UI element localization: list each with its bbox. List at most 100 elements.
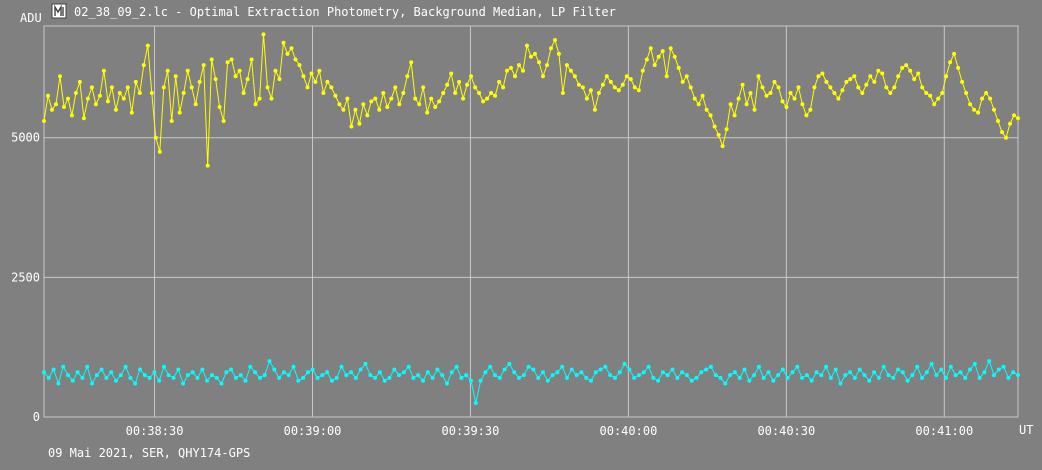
data-point	[568, 68, 573, 73]
data-point	[512, 370, 517, 375]
data-point	[640, 68, 645, 73]
data-point	[310, 367, 315, 372]
data-point	[572, 74, 577, 79]
data-point	[848, 77, 853, 82]
data-point	[181, 91, 186, 95]
data-point	[229, 367, 234, 372]
data-point	[51, 367, 56, 372]
data-point	[864, 82, 869, 87]
data-point	[972, 361, 977, 366]
data-point	[541, 370, 545, 375]
data-point	[441, 91, 446, 95]
data-point	[137, 91, 142, 95]
data-point	[297, 63, 302, 68]
data-point	[289, 46, 294, 51]
data-point	[569, 367, 574, 372]
data-point	[637, 373, 641, 378]
data-point	[267, 359, 272, 364]
data-point	[545, 378, 550, 383]
data-point	[872, 370, 877, 375]
data-point	[620, 82, 625, 87]
data-point	[464, 373, 469, 378]
data-point	[81, 116, 86, 121]
data-point	[185, 373, 190, 378]
data-point	[509, 65, 513, 70]
data-point	[277, 77, 282, 82]
data-point	[209, 373, 214, 378]
data-point	[493, 93, 498, 98]
data-point	[233, 375, 238, 380]
data-point	[996, 119, 1000, 123]
data-point	[616, 88, 621, 93]
data-point	[920, 85, 925, 90]
x-tick-label: 00:39:30	[442, 424, 500, 438]
data-point	[309, 71, 314, 76]
data-point	[449, 71, 454, 76]
data-point	[296, 378, 301, 383]
data-point	[301, 74, 306, 79]
data-point	[555, 370, 560, 375]
data-point	[502, 367, 507, 372]
data-point	[764, 93, 769, 98]
data-point	[361, 102, 366, 107]
data-point	[564, 63, 569, 68]
data-point	[580, 85, 585, 90]
data-point	[205, 378, 210, 383]
series-0	[42, 32, 1020, 168]
data-point	[397, 373, 402, 378]
data-point	[377, 107, 382, 112]
data-point	[680, 370, 685, 375]
data-point	[269, 96, 274, 101]
data-point	[171, 375, 176, 380]
data-point	[1016, 373, 1020, 378]
data-point	[385, 105, 390, 109]
data-point	[233, 74, 238, 79]
data-point	[862, 373, 867, 378]
data-point	[848, 370, 853, 375]
data-point	[313, 79, 318, 84]
title-bar: 02_38_09_2.lc - Optimal Extraction Photo…	[51, 3, 616, 19]
data-point	[382, 378, 387, 383]
data-point	[857, 367, 862, 372]
data-point	[828, 375, 833, 380]
lightcurve-app-icon-glyph	[54, 4, 64, 16]
data-point	[622, 361, 627, 366]
data-point	[699, 370, 704, 375]
data-point	[109, 85, 114, 90]
data-point	[405, 74, 410, 79]
data-point	[708, 364, 713, 369]
data-point	[62, 105, 66, 109]
data-point	[788, 91, 793, 95]
data-point	[844, 79, 849, 84]
data-point	[766, 370, 771, 375]
data-point	[928, 93, 933, 98]
data-point	[449, 370, 454, 375]
data-point	[977, 375, 982, 380]
data-point	[501, 85, 506, 90]
data-point	[221, 119, 226, 123]
series-line	[43, 34, 1019, 166]
data-point	[507, 361, 512, 366]
data-point	[225, 60, 230, 65]
data-point	[237, 68, 242, 73]
data-point	[291, 364, 296, 369]
data-point	[808, 107, 813, 112]
data-point	[886, 373, 891, 378]
data-point	[1000, 130, 1004, 135]
data-point	[249, 57, 254, 62]
data-point	[105, 99, 110, 104]
data-point	[406, 364, 411, 369]
data-point	[771, 378, 776, 383]
data-point	[248, 364, 253, 369]
data-point	[421, 378, 425, 383]
data-point	[416, 373, 421, 378]
data-point	[876, 68, 881, 73]
data-point	[125, 85, 130, 90]
data-point	[772, 79, 777, 84]
data-point	[214, 375, 219, 380]
data-point	[123, 364, 128, 369]
data-point	[579, 370, 584, 375]
data-point	[537, 60, 541, 65]
data-point	[93, 102, 98, 107]
